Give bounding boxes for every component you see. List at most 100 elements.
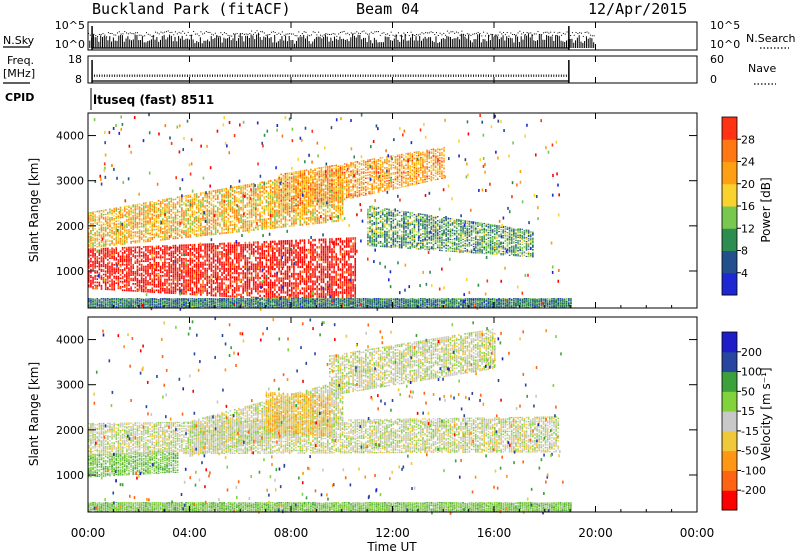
scatter-cell [206,211,209,214]
scatter-cell [236,248,238,251]
noise-search-dot [156,32,158,34]
scatter-cell [145,290,147,293]
scatter-cell [98,227,101,229]
scatter-cell [238,254,240,258]
scatter-cell [297,277,299,281]
scatter-cell [121,238,124,241]
scatter-cell [195,247,198,250]
scatter-cell [250,199,253,202]
scatter-cell [216,224,219,226]
scatter-cell [233,209,236,212]
scatter-cell [166,265,168,268]
scatter-cell [212,212,215,215]
scatter-cell [223,263,225,266]
scatter-cell [128,258,130,261]
scatter-cell [153,228,156,231]
scatter-cell [187,207,189,210]
scatter-cell [102,232,105,234]
scatter-cell [126,235,128,237]
scatter-cell [223,202,225,205]
scatter-cell [219,261,221,264]
scatter-cell [246,209,249,212]
scatter-cell [98,245,101,248]
scatter-cell [265,205,268,207]
scatter-cell [159,215,162,217]
scatter-cell [100,234,103,236]
scatter-cell [307,270,310,274]
scatter-cell [119,239,122,241]
scatter-cell [267,185,270,188]
scatter-cell [159,274,162,277]
scatter-cell [225,212,228,215]
scatter-cell [181,218,183,221]
scatter-cell [244,285,247,288]
scatter-cell [206,253,209,256]
scatter-cell [90,271,92,274]
scatter-cell [244,204,247,207]
scatter-cell [341,265,344,269]
scatter-cell [185,218,187,220]
scatter-cell [212,253,215,256]
scatter-cell [231,186,234,189]
scatter-cell [324,260,327,264]
scatter-cell [151,230,154,233]
scatter-cell [185,229,187,232]
scatter-cell [168,248,170,251]
scatter-cell [318,295,321,298]
scatter-cell [271,187,274,190]
scatter-cell [240,248,242,251]
scatter-cell [200,245,202,248]
scatter-cell [204,287,206,290]
scatter-cell [261,207,263,210]
scatter-cell [341,273,344,276]
scatter-cell [90,214,92,217]
scatter-cell [142,233,145,235]
scatter-cell [297,275,299,278]
scatter-cell [305,270,308,273]
scatter-cell [176,280,179,283]
scatter-cell [168,246,170,249]
scatter-cell [244,261,247,264]
scatter-cell [185,250,187,253]
scatter-cell [178,265,181,268]
scatter-cell [128,211,130,213]
scatter-cell [178,248,181,251]
scatter-cell [193,271,196,274]
scatter-cell [274,240,276,243]
scatter-cell [94,260,96,263]
scatter-cell [231,206,234,209]
scatter-cell [155,231,158,234]
scatter-cell [324,295,327,299]
scatter-cell [164,203,166,206]
scatter-cell [229,261,232,264]
scatter-cell [107,259,109,261]
scatter-cell [233,225,236,228]
scatter-cell [107,224,109,227]
noise-search-dot [147,33,149,35]
scatter-cell [111,231,113,233]
scatter-cell [216,282,219,285]
scatter-cell [231,263,234,266]
scatter-cell [233,263,236,266]
scatter-cell [248,209,251,212]
scatter-cell [229,274,232,277]
scatter-cell [119,257,122,259]
scatter-cell [250,205,253,208]
scatter-cell [274,222,276,225]
scatter-cell [123,240,126,242]
scatter-cell [227,208,230,211]
scatter-cell [117,226,120,228]
scatter-cell [168,226,170,229]
scatter-cell [331,275,333,279]
scatter-cell [187,287,189,290]
noise-search-dot [470,34,472,36]
scatter-cell [109,218,111,221]
noise-search-dot [559,31,561,33]
noise-search-dot [553,31,555,33]
scatter-cell [229,284,232,287]
noise-search-dot [205,31,207,33]
scatter-cell [145,287,147,289]
scatter-cell [145,247,147,250]
scatter-cell [115,227,118,230]
scatter-cell [109,275,111,278]
